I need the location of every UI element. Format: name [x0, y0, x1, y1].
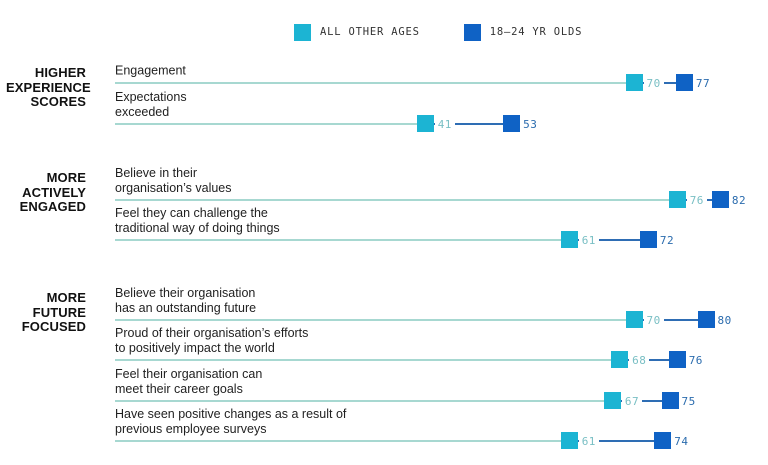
axis-track-line: [115, 82, 626, 84]
row-label: Proud of their organisation’s efforts to…: [115, 326, 309, 355]
marker-18-24-yr-olds: [712, 191, 729, 208]
dumbbell-connector-line: [576, 440, 656, 442]
value-18-24-yr-olds: 74: [674, 435, 689, 448]
row-label: Feel they can challenge the traditional …: [115, 206, 280, 235]
row-label: Expectations exceeded: [115, 90, 187, 119]
dumbbell-connector-line: [432, 123, 505, 125]
marker-18-24-yr-olds: [698, 311, 715, 328]
axis-track-line: [115, 123, 417, 125]
value-all-other-ages: 67: [621, 393, 643, 410]
legend: ALL OTHER AGES 18–24 YR OLDS: [294, 24, 582, 41]
axis-track-line: [115, 319, 626, 321]
group-title: MORE ACTIVELY ENGAGED: [19, 170, 86, 214]
legend-item-all-other-ages: ALL OTHER AGES: [294, 24, 420, 41]
row-label: Engagement: [115, 63, 186, 78]
value-all-other-ages: 61: [578, 232, 599, 249]
value-18-24-yr-olds: 75: [681, 395, 696, 408]
group-title: MORE FUTURE FOCUSED: [21, 290, 86, 334]
marker-18-24-yr-olds: [669, 351, 686, 368]
legend-swatch-all-other-ages: [294, 24, 311, 41]
value-all-other-ages: 70: [643, 312, 664, 329]
row-label: Believe their organisation has an outsta…: [115, 286, 257, 315]
axis-track-line: [115, 359, 612, 361]
marker-18-24-yr-olds: [503, 115, 520, 132]
group-title: HIGHER EXPERIENCE SCORES: [6, 65, 91, 109]
marker-all-other-ages: [561, 231, 578, 248]
row-label: Feel their organisation can meet their c…: [115, 367, 263, 396]
axis-track-line: [115, 400, 604, 402]
row-label: Have seen positive changes as a result o…: [115, 407, 347, 436]
axis-track-line: [115, 440, 561, 442]
legend-item-18-24-yr-olds: 18–24 YR OLDS: [463, 24, 583, 41]
legend-label: ALL OTHER AGES: [320, 26, 420, 38]
marker-18-24-yr-olds: [654, 432, 671, 449]
marker-all-other-ages: [417, 115, 434, 132]
marker-18-24-yr-olds: [662, 392, 679, 409]
value-18-24-yr-olds: 53: [523, 118, 538, 131]
value-18-24-yr-olds: 77: [695, 77, 711, 90]
value-all-other-ages: 68: [629, 352, 650, 369]
marker-all-other-ages: [669, 191, 686, 208]
value-18-24-yr-olds: 82: [731, 194, 747, 207]
marker-all-other-ages: [626, 311, 643, 328]
marker-all-other-ages: [604, 392, 621, 409]
value-18-24-yr-olds: 76: [688, 354, 703, 367]
value-all-other-ages: 76: [686, 192, 707, 209]
value-all-other-ages: 70: [643, 75, 664, 92]
marker-all-other-ages: [561, 432, 578, 449]
marker-18-24-yr-olds: [676, 74, 693, 91]
axis-track-line: [115, 199, 669, 201]
axis-track-line: [115, 239, 561, 241]
marker-18-24-yr-olds: [640, 231, 657, 248]
marker-all-other-ages: [611, 351, 628, 368]
row-label: Believe in their organisation’s values: [115, 166, 232, 195]
value-18-24-yr-olds: 80: [717, 314, 732, 327]
dumbbell-connector-line: [576, 239, 641, 241]
value-all-other-ages: 61: [578, 433, 599, 450]
marker-all-other-ages: [626, 74, 643, 91]
dumbbell-connector-line: [641, 319, 699, 321]
legend-swatch-18-24-yr-olds: [463, 24, 481, 41]
value-18-24-yr-olds: 72: [659, 234, 675, 247]
legend-label: 18–24 YR OLDS: [489, 26, 583, 38]
value-all-other-ages: 41: [434, 116, 455, 133]
